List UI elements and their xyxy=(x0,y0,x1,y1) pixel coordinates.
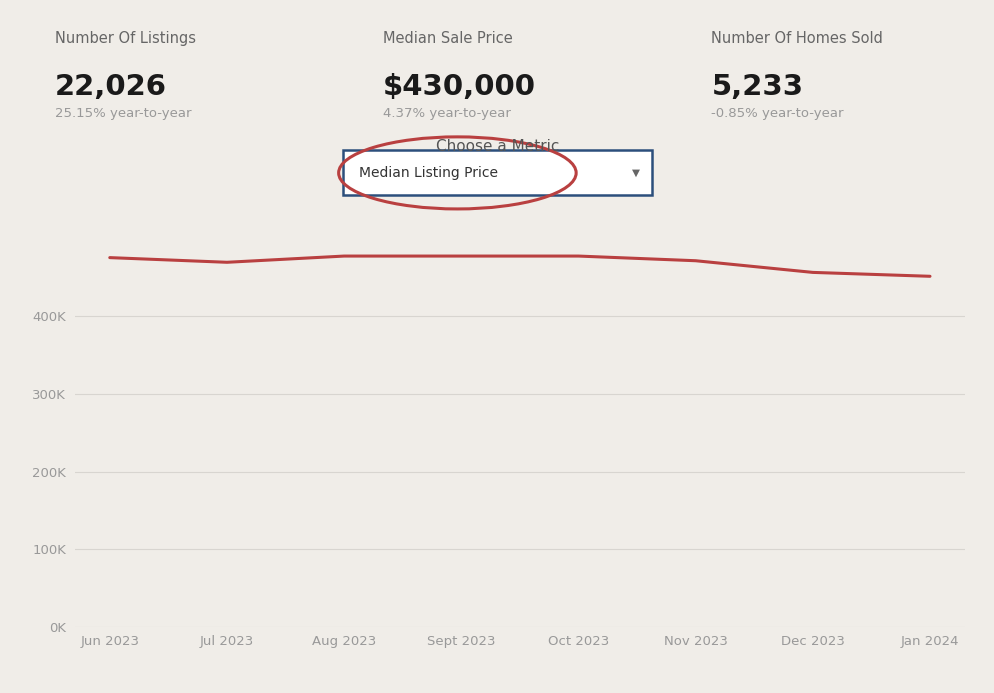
Text: 4.37% year-to-year: 4.37% year-to-year xyxy=(383,107,511,121)
Text: Median Sale Price: Median Sale Price xyxy=(383,31,512,46)
Text: $430,000: $430,000 xyxy=(383,73,536,100)
Text: 25.15% year-to-year: 25.15% year-to-year xyxy=(55,107,191,121)
FancyBboxPatch shape xyxy=(343,150,651,195)
Text: ▼: ▼ xyxy=(631,168,640,178)
Text: Number Of Homes Sold: Number Of Homes Sold xyxy=(711,31,883,46)
Text: Median Listing Price: Median Listing Price xyxy=(358,166,497,180)
Text: -0.85% year-to-year: -0.85% year-to-year xyxy=(711,107,843,121)
Text: Number Of Listings: Number Of Listings xyxy=(55,31,196,46)
Text: Choose a Metric: Choose a Metric xyxy=(435,139,559,154)
Text: 22,026: 22,026 xyxy=(55,73,167,100)
Text: 5,233: 5,233 xyxy=(711,73,803,100)
